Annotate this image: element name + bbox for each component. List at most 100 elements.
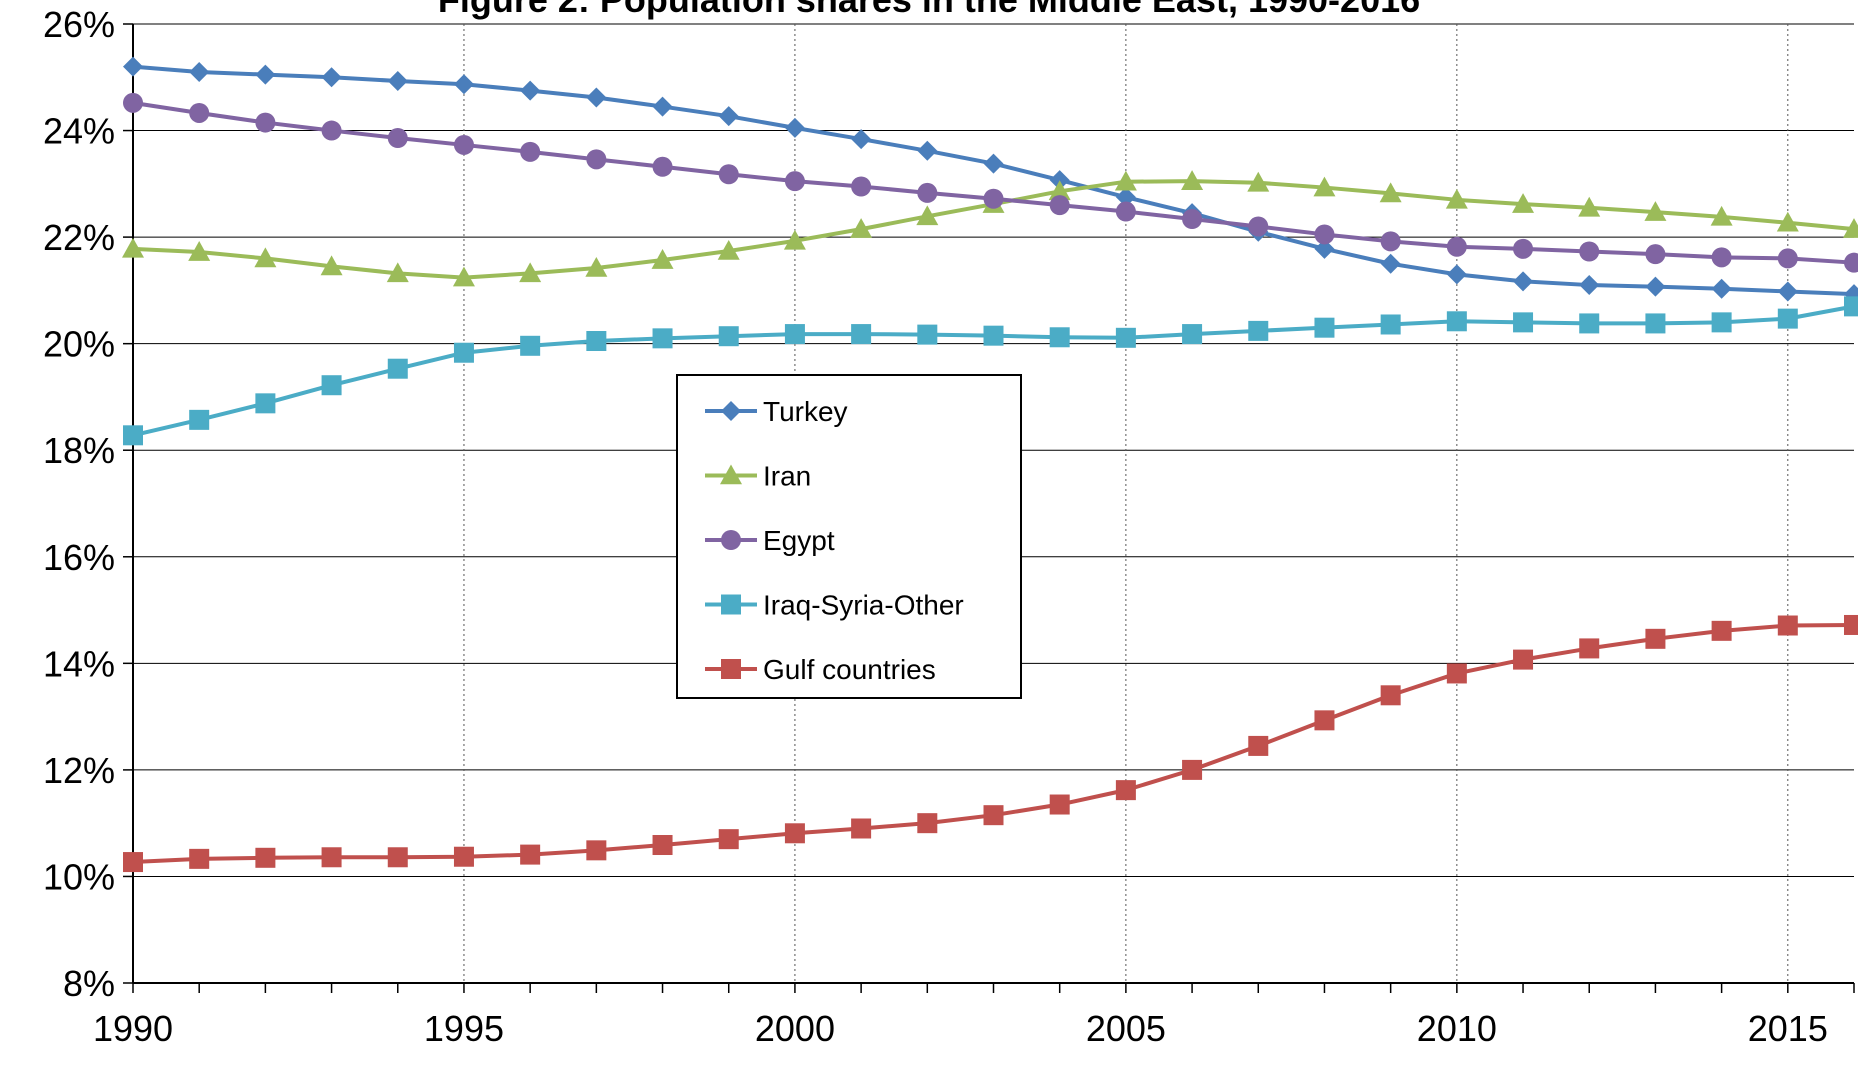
- y-tick-label: 16%: [43, 537, 115, 578]
- data-point: [1579, 241, 1600, 262]
- series-iran: [122, 170, 1858, 287]
- x-tick-label: 1990: [93, 1008, 173, 1049]
- data-point: [387, 128, 408, 149]
- x-tick-label: 2005: [1086, 1008, 1166, 1049]
- data-point: [1115, 780, 1136, 801]
- data-point: [1844, 252, 1858, 273]
- y-tick-label: 10%: [43, 856, 115, 897]
- data-point: [1711, 312, 1732, 333]
- data-point: [1114, 170, 1137, 191]
- data-point: [1049, 170, 1070, 191]
- data-point: [255, 64, 276, 85]
- data-point: [652, 156, 673, 177]
- data-point: [718, 164, 739, 185]
- y-tick-label: 26%: [43, 4, 115, 45]
- data-point: [254, 247, 277, 268]
- data-point: [784, 171, 805, 192]
- data-point: [851, 818, 872, 839]
- legend-entry: Egypt: [705, 525, 835, 556]
- data-point: [189, 61, 210, 82]
- data-point: [1115, 201, 1136, 222]
- data-point: [520, 141, 541, 162]
- legend-marker: [721, 594, 741, 615]
- data-point: [586, 840, 607, 861]
- data-point: [1513, 312, 1534, 333]
- data-point: [783, 229, 806, 250]
- data-point: [1578, 196, 1601, 217]
- data-point: [1446, 663, 1467, 684]
- data-point: [188, 241, 211, 261]
- data-point: [1446, 264, 1467, 285]
- data-point: [983, 153, 1004, 174]
- data-point: [123, 852, 143, 873]
- data-point: [1777, 281, 1798, 302]
- data-point: [983, 188, 1004, 209]
- data-point: [1314, 238, 1335, 259]
- legend-entry: Turkey: [705, 396, 848, 427]
- data-point: [321, 847, 342, 868]
- data-point: [123, 425, 143, 446]
- data-point: [1048, 180, 1071, 201]
- data-point: [1513, 238, 1534, 259]
- data-point: [1446, 311, 1467, 332]
- series-turkey: [123, 56, 1858, 305]
- data-point: [1115, 327, 1136, 348]
- x-tick-label: 2000: [755, 1008, 835, 1049]
- data-point: [320, 255, 343, 276]
- data-point: [1379, 182, 1402, 203]
- data-point: [1182, 324, 1203, 345]
- tick-labels: 8% 10% 12% 14% 16% 18% 20% 22% 24% 26% 1990 1995 200…: [43, 4, 1828, 1049]
- data-point: [453, 342, 474, 363]
- data-point: [585, 257, 608, 277]
- data-point: [1844, 296, 1858, 317]
- data-point: [1380, 314, 1401, 335]
- data-point: [452, 266, 475, 287]
- data-point: [189, 409, 210, 430]
- data-point: [189, 102, 210, 123]
- data-point: [784, 823, 805, 844]
- y-tick-label: 24%: [43, 111, 115, 152]
- data-point: [652, 835, 673, 856]
- y-tick-label: 12%: [43, 750, 115, 791]
- data-point: [1049, 794, 1070, 815]
- data-point: [983, 325, 1004, 346]
- data-point: [586, 149, 607, 170]
- data-point: [1645, 628, 1666, 649]
- data-point: [123, 92, 143, 113]
- data-point: [255, 847, 276, 868]
- data-point: [1645, 276, 1666, 297]
- data-point: [255, 393, 276, 414]
- data-point: [1513, 271, 1534, 292]
- data-point: [1446, 236, 1467, 257]
- legend-marker: [721, 659, 741, 679]
- legend-label: Iran: [763, 461, 811, 492]
- data-point: [718, 326, 739, 347]
- data-point: [1380, 253, 1401, 274]
- data-point: [917, 324, 938, 345]
- data-point: [1579, 638, 1600, 659]
- data-point: [718, 106, 739, 127]
- legend-label: Gulf countries: [763, 654, 936, 685]
- data-point: [917, 140, 938, 161]
- data-point: [1115, 187, 1136, 208]
- data-point: [1049, 327, 1070, 348]
- x-tick-label: 1995: [424, 1008, 504, 1049]
- data-point: [1776, 211, 1799, 232]
- data-point: [1248, 735, 1269, 756]
- data-point: [1181, 170, 1204, 190]
- data-point: [718, 829, 739, 850]
- series-egypt: [123, 92, 1858, 273]
- data-point: [784, 117, 805, 138]
- data-point: [851, 129, 872, 150]
- y-tick-label: 8%: [63, 963, 115, 1004]
- data-point: [1843, 218, 1858, 238]
- data-point: [1314, 317, 1335, 338]
- data-point: [387, 847, 408, 868]
- y-tick-label: 18%: [43, 430, 115, 471]
- data-point: [453, 134, 474, 155]
- legend-entry: Iran: [705, 461, 811, 492]
- data-point: [1313, 176, 1336, 197]
- data-point: [652, 328, 673, 349]
- data-point: [784, 324, 805, 345]
